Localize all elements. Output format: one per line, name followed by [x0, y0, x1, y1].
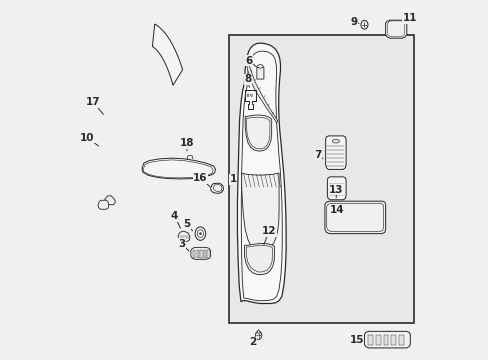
- Text: 17: 17: [86, 98, 101, 107]
- Text: 1: 1: [229, 174, 236, 184]
- Bar: [375, 335, 380, 345]
- Ellipse shape: [332, 139, 339, 143]
- Polygon shape: [246, 62, 277, 123]
- Ellipse shape: [246, 94, 248, 96]
- Polygon shape: [142, 158, 215, 179]
- Polygon shape: [327, 177, 346, 200]
- Bar: [228, 35, 413, 323]
- Ellipse shape: [250, 94, 252, 96]
- Bar: [390, 335, 395, 345]
- Polygon shape: [364, 331, 409, 348]
- Polygon shape: [244, 115, 271, 151]
- Bar: [200, 250, 202, 258]
- Text: 2: 2: [248, 337, 256, 347]
- Text: 15: 15: [349, 335, 363, 345]
- Text: 10: 10: [80, 133, 95, 143]
- FancyBboxPatch shape: [256, 67, 264, 79]
- Polygon shape: [244, 243, 274, 275]
- Polygon shape: [190, 247, 210, 259]
- Text: 5: 5: [183, 219, 190, 229]
- Ellipse shape: [360, 21, 367, 29]
- Bar: [203, 250, 205, 258]
- Ellipse shape: [199, 233, 201, 235]
- Polygon shape: [325, 136, 346, 170]
- Polygon shape: [152, 24, 182, 85]
- Text: 16: 16: [193, 173, 207, 183]
- Polygon shape: [98, 200, 108, 209]
- Text: 18: 18: [180, 138, 194, 148]
- Polygon shape: [256, 330, 260, 333]
- Text: 13: 13: [328, 185, 343, 195]
- Text: 14: 14: [329, 205, 344, 215]
- Bar: [207, 250, 209, 258]
- Bar: [367, 335, 372, 345]
- Text: 4: 4: [171, 211, 178, 221]
- Bar: [193, 250, 195, 258]
- Polygon shape: [324, 201, 385, 234]
- Polygon shape: [178, 231, 189, 242]
- Text: 8: 8: [244, 75, 251, 85]
- Bar: [398, 335, 403, 345]
- Text: 3: 3: [178, 239, 185, 249]
- Ellipse shape: [195, 227, 205, 240]
- Text: 11: 11: [402, 13, 416, 23]
- Text: 6: 6: [244, 56, 252, 66]
- Polygon shape: [104, 196, 115, 205]
- Bar: [196, 250, 199, 258]
- Bar: [383, 335, 387, 345]
- Text: 9: 9: [349, 17, 357, 27]
- Polygon shape: [241, 173, 279, 249]
- Polygon shape: [385, 20, 406, 38]
- Polygon shape: [237, 43, 285, 303]
- Text: 12: 12: [262, 226, 276, 236]
- Ellipse shape: [255, 331, 261, 339]
- Text: 7: 7: [314, 150, 321, 159]
- Ellipse shape: [257, 65, 263, 68]
- Polygon shape: [210, 183, 223, 193]
